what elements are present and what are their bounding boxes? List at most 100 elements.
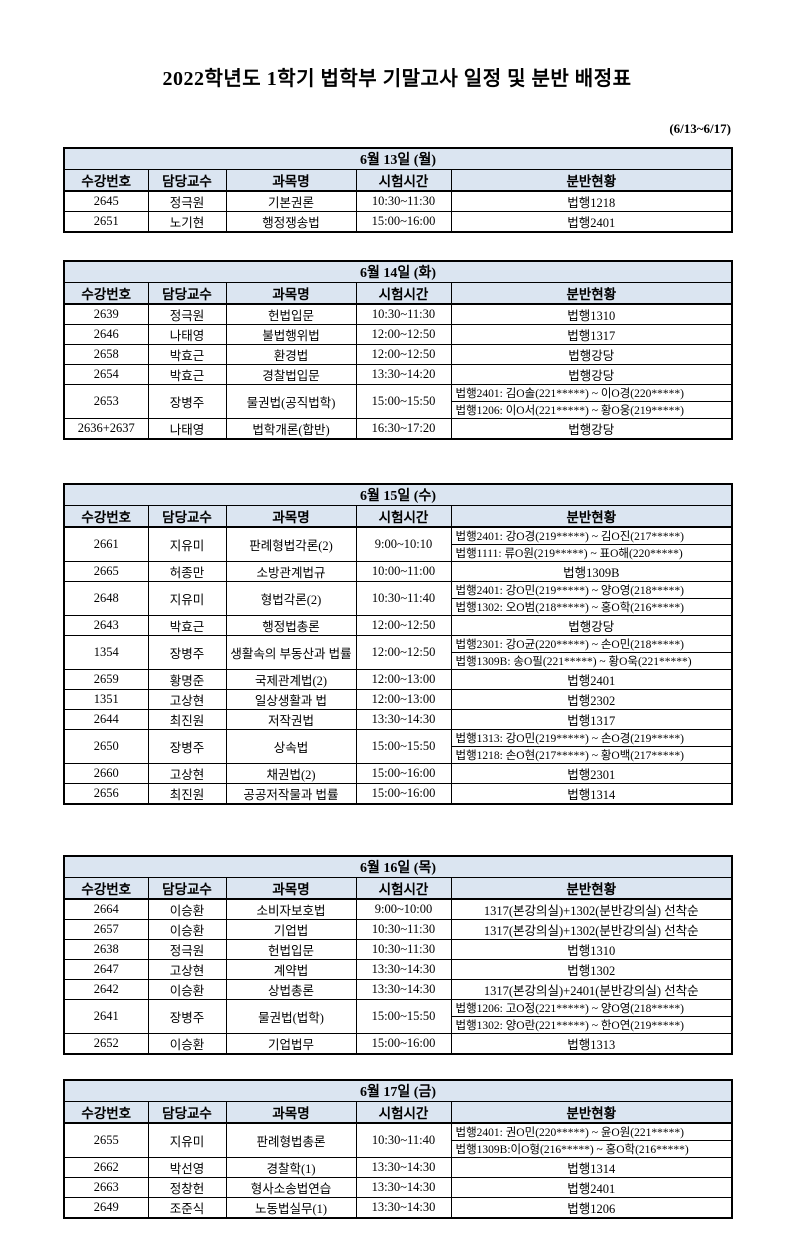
cell-subject: 판례형법총론 bbox=[225, 1122, 357, 1158]
table-row: 2651 노기현 행정쟁송법 15:00~16:00 법행2401 bbox=[63, 211, 733, 233]
table-row: 2665 허종만 소방관계법규 10:00~11:00 법행1309B bbox=[63, 561, 733, 582]
column-header: 담당교수 bbox=[147, 282, 227, 305]
cell-room: 법행1317 bbox=[450, 324, 733, 345]
table-row: 2656 최진원 공공저작물과 법률 15:00~16:00 법행1314 bbox=[63, 783, 733, 805]
cell-course-code: 2638 bbox=[63, 939, 149, 960]
column-header: 분반현황 bbox=[450, 505, 733, 528]
column-header: 담당교수 bbox=[147, 877, 227, 900]
column-header: 담당교수 bbox=[147, 169, 227, 192]
cell-professor: 고상현 bbox=[147, 763, 227, 784]
cell-subject: 공공저작물과 법률 bbox=[225, 783, 357, 805]
cell-room-assignment: 법행2401: 권O민(220*****) ~ 윤O원(221*****) bbox=[450, 1122, 733, 1141]
column-header-row: 수강번호 담당교수 과목명 시험시간 분반현황 bbox=[63, 169, 733, 192]
column-header-row: 수강번호 담당교수 과목명 시험시간 분반현황 bbox=[63, 282, 733, 305]
page-title: 2022학년도 1학기 법학부 기말고사 일정 및 분반 배정표 bbox=[162, 68, 632, 90]
cell-course-code: 1354 bbox=[63, 635, 149, 670]
cell-professor: 조준식 bbox=[147, 1197, 227, 1219]
cell-professor: 최진원 bbox=[147, 783, 227, 805]
cell-subject: 형법각론(2) bbox=[225, 581, 357, 616]
table-row: 1354 장병주 생활속의 부동산과 법률 12:00~12:50 법행2301: 강O… bbox=[63, 635, 733, 670]
cell-room-assignment: 법행2401: 강O경(219*****) ~ 김O진(217*****) bbox=[450, 526, 733, 545]
exam-day-table: 6월 15일 (수) 수강번호 담당교수 과목명 시험시간 분반현황 2661 지유미 판례형법… bbox=[63, 483, 734, 805]
cell-course-code: 2665 bbox=[63, 561, 149, 582]
cell-exam-time: 13:30~14:30 bbox=[355, 1177, 452, 1198]
cell-course-code: 2644 bbox=[63, 709, 149, 730]
cell-room-assignment: 법행1302: 오O범(218*****) ~ 홍O학(216*****) bbox=[450, 598, 733, 616]
cell-subject: 기본권론 bbox=[225, 190, 357, 212]
table-row: 2660 고상현 채권법(2) 15:00~16:00 법행2301 bbox=[63, 763, 733, 784]
cell-exam-time: 15:00~16:00 bbox=[355, 763, 452, 784]
table-row: 2655 지유미 판례형법총론 10:30~11:40 법행2401: 권O민(220*… bbox=[63, 1122, 733, 1158]
cell-course-code: 2653 bbox=[63, 384, 149, 419]
cell-room-assignment: 법행2401: 강O민(219*****) ~ 양O영(218*****) bbox=[450, 581, 733, 599]
table-row: 2642 이승환 상법총론 13:30~14:30 1317(본강의실)+2401(분반… bbox=[63, 979, 733, 1000]
table-row: 2661 지유미 판례형법각론(2) 9:00~10:10 법행2401: 강O경(21… bbox=[63, 526, 733, 562]
table-row: 2659 황명준 국제관계법(2) 12:00~13:00 법행2401 bbox=[63, 669, 733, 690]
cell-course-code: 2662 bbox=[63, 1157, 149, 1178]
cell-exam-time: 12:00~12:50 bbox=[355, 324, 452, 345]
cell-professor: 지유미 bbox=[147, 581, 227, 616]
cell-subject: 불법행위법 bbox=[225, 324, 357, 345]
cell-room: 1317(본강의실)+1302(분반강의실) 선착순 bbox=[450, 919, 733, 940]
cell-exam-time: 10:30~11:30 bbox=[355, 919, 452, 940]
table-row: 2646 나태영 불법행위법 12:00~12:50 법행1317 bbox=[63, 324, 733, 345]
cell-subject: 계약법 bbox=[225, 959, 357, 980]
column-header: 분반현황 bbox=[450, 282, 733, 305]
cell-room: 법행강당 bbox=[450, 615, 733, 636]
cell-subject: 물권법(법학) bbox=[225, 999, 357, 1034]
cell-professor: 이승환 bbox=[147, 979, 227, 1000]
cell-subject: 경찰학(1) bbox=[225, 1157, 357, 1178]
column-header: 수강번호 bbox=[63, 169, 149, 192]
column-header: 담당교수 bbox=[147, 1101, 227, 1124]
cell-course-code: 2664 bbox=[63, 898, 149, 920]
day-title: 6월 13일 (월) bbox=[63, 147, 733, 170]
cell-subject: 생활속의 부동산과 법률 bbox=[225, 635, 357, 670]
cell-room: 법행1314 bbox=[450, 1157, 733, 1178]
column-header: 시험시간 bbox=[355, 1101, 452, 1124]
cell-room: 법행1313 bbox=[450, 1033, 733, 1055]
cell-professor: 나태영 bbox=[147, 324, 227, 345]
cell-exam-time: 15:00~16:00 bbox=[355, 1033, 452, 1055]
column-header: 수강번호 bbox=[63, 505, 149, 528]
cell-exam-time: 12:00~12:50 bbox=[355, 615, 452, 636]
cell-exam-time: 12:00~12:50 bbox=[355, 344, 452, 365]
cell-subject: 물권법(공직법학) bbox=[225, 384, 357, 419]
cell-course-code: 2647 bbox=[63, 959, 149, 980]
cell-room: 법행2401 bbox=[450, 1177, 733, 1198]
cell-subject: 경찰법입문 bbox=[225, 364, 357, 385]
column-header: 과목명 bbox=[225, 877, 357, 900]
cell-course-code: 2658 bbox=[63, 344, 149, 365]
cell-room-assignment: 법행1218: 손O현(217*****) ~ 황O백(217*****) bbox=[450, 746, 733, 764]
table-row: 2638 정극원 헌법입문 10:30~11:30 법행1310 bbox=[63, 939, 733, 960]
cell-professor: 장병주 bbox=[147, 999, 227, 1034]
cell-professor: 정극원 bbox=[147, 190, 227, 212]
day-title: 6월 16일 (목) bbox=[63, 855, 733, 878]
cell-exam-time: 13:30~14:30 bbox=[355, 979, 452, 1000]
cell-course-code: 1351 bbox=[63, 689, 149, 710]
exam-day-table: 6월 17일 (금) 수강번호 담당교수 과목명 시험시간 분반현황 2655 지유미 판례형법… bbox=[63, 1079, 734, 1219]
cell-professor: 정창헌 bbox=[147, 1177, 227, 1198]
cell-exam-time: 15:00~15:50 bbox=[355, 729, 452, 764]
cell-exam-time: 13:30~14:30 bbox=[355, 959, 452, 980]
table-row: 2663 정창헌 형사소송법연습 13:30~14:30 법행2401 bbox=[63, 1177, 733, 1198]
cell-course-code: 2656 bbox=[63, 783, 149, 805]
cell-course-code: 2650 bbox=[63, 729, 149, 764]
cell-room-assignment: 법행2301: 강O균(220*****) ~ 손O민(218*****) bbox=[450, 635, 733, 653]
cell-course-code: 2641 bbox=[63, 999, 149, 1034]
column-header: 시험시간 bbox=[355, 505, 452, 528]
cell-room: 법행1317 bbox=[450, 709, 733, 730]
cell-subject: 헌법입문 bbox=[225, 939, 357, 960]
cell-course-code: 2659 bbox=[63, 669, 149, 690]
day-title: 6월 15일 (수) bbox=[63, 483, 733, 506]
table-row: 2664 이승환 소비자보호법 9:00~10:00 1317(본강의실)+1302(분… bbox=[63, 898, 733, 920]
cell-room: 법행강당 bbox=[450, 418, 733, 440]
cell-room-assignment: 법행1309B: 송O필(221*****) ~ 황O욱(221*****) bbox=[450, 652, 733, 670]
table-row: 2650 장병주 상속법 15:00~15:50 법행1313: 강O민(219****… bbox=[63, 729, 733, 764]
day-title: 6월 17일 (금) bbox=[63, 1079, 733, 1102]
cell-subject: 상법총론 bbox=[225, 979, 357, 1000]
cell-professor: 지유미 bbox=[147, 1122, 227, 1158]
cell-professor: 정극원 bbox=[147, 303, 227, 325]
cell-room: 1317(본강의실)+2401(분반강의실) 선착순 bbox=[450, 979, 733, 1000]
tables-root: 6월 13일 (월) 수강번호 담당교수 과목명 시험시간 분반현황 2645 정극원 기본권론… bbox=[63, 147, 734, 1219]
cell-room-assignment: 법행1309B:이O형(216*****) ~ 홍O학(216*****) bbox=[450, 1140, 733, 1158]
